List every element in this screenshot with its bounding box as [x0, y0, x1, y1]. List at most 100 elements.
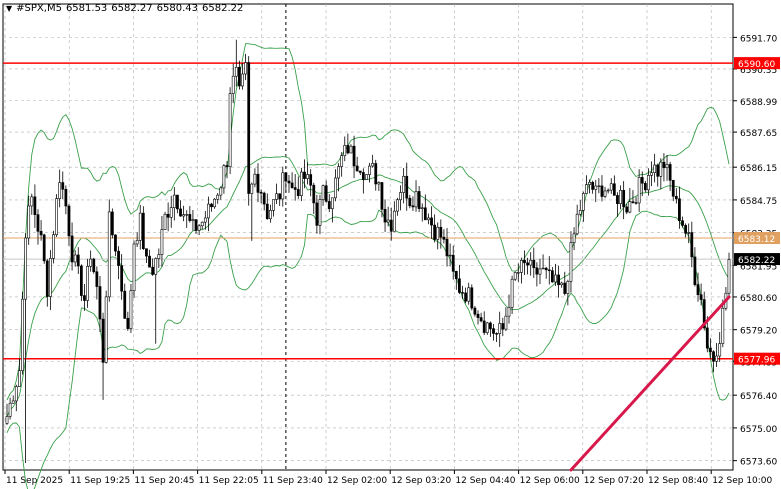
- candle-body: [61, 182, 65, 190]
- candle-body: [371, 163, 375, 167]
- candle-body: [557, 274, 560, 286]
- candle-body: [671, 179, 675, 197]
- candle-body: [36, 214, 40, 232]
- candle-body: [126, 317, 130, 329]
- price-tag-label: 6577.96: [738, 356, 775, 366]
- candle-body: [374, 163, 378, 185]
- x-tick-label: 12 Sep 06:00: [520, 476, 580, 486]
- y-tick-label: 6588.99: [740, 98, 777, 108]
- candle-body: [520, 260, 523, 273]
- candle-body: [538, 268, 542, 275]
- y-tick-label: 6573.60: [740, 458, 777, 468]
- candle-body: [709, 347, 712, 352]
- candle-body: [377, 182, 381, 185]
- candle-body: [203, 217, 207, 223]
- price-tag-label: 6582.22: [738, 256, 775, 266]
- candle-body: [727, 259, 731, 294]
- candle-body: [197, 225, 201, 231]
- candle-body: [253, 173, 257, 185]
- candles: [5, 39, 731, 463]
- price-tag-red: [734, 352, 780, 365]
- candle-body: [275, 193, 278, 200]
- candle-body: [21, 298, 24, 371]
- candle-body: [532, 259, 536, 269]
- collapse-triangle-icon[interactable]: ▼: [6, 4, 13, 13]
- candle-body: [643, 182, 647, 191]
- candle-body: [343, 145, 347, 156]
- candle-body: [721, 307, 725, 344]
- candle-body: [169, 207, 173, 218]
- candle-body: [290, 182, 294, 188]
- candle-body: [451, 254, 455, 272]
- candle-body: [523, 260, 526, 264]
- candle-body: [442, 236, 446, 240]
- candle-body: [55, 198, 58, 236]
- candle-body: [191, 219, 195, 221]
- candle-body: [389, 219, 393, 232]
- candle-body: [228, 93, 232, 168]
- candle-body: [588, 182, 591, 185]
- candle-body: [225, 165, 229, 168]
- candle-body: [507, 306, 511, 317]
- candle-body: [52, 234, 55, 259]
- candle-body: [104, 296, 108, 363]
- candle-body: [619, 190, 622, 204]
- candle-body: [616, 195, 619, 204]
- candle-body: [269, 210, 272, 220]
- candle-body: [482, 320, 486, 333]
- candle-body: [70, 235, 74, 263]
- candle-body: [315, 202, 319, 226]
- candle-body: [42, 234, 46, 262]
- price-tag-label: 6583.12: [738, 235, 775, 245]
- candle-body: [179, 208, 182, 217]
- trendline: [569, 295, 731, 472]
- candle-body: [544, 267, 548, 271]
- x-tick-label: 12 Sep 04:40: [455, 476, 515, 486]
- candle-body: [594, 185, 598, 190]
- candle-body: [92, 258, 96, 273]
- candle-body: [358, 170, 362, 173]
- candle-body: [702, 299, 706, 329]
- candle-body: [423, 207, 427, 221]
- bollinger-middle: [6, 155, 730, 417]
- candle-body: [408, 197, 412, 207]
- candle-body: [86, 266, 89, 301]
- candle-body: [535, 267, 539, 275]
- candle-body: [634, 202, 638, 204]
- candle-body: [321, 185, 325, 200]
- candle-body: [647, 175, 650, 191]
- candle-body: [207, 203, 210, 219]
- candle-body: [123, 290, 127, 319]
- candle-body: [176, 194, 179, 210]
- candle-body: [529, 259, 533, 266]
- candle-body: [659, 161, 663, 177]
- candle-body: [293, 187, 297, 190]
- candle-body: [386, 219, 390, 223]
- price-tag-current: [734, 253, 780, 266]
- header-close: 6582.22: [202, 3, 244, 14]
- candle-body: [250, 183, 254, 194]
- candle-body: [67, 205, 71, 237]
- candle-body: [182, 214, 186, 217]
- candle-body: [231, 75, 235, 94]
- candle-body: [554, 274, 557, 283]
- candle-body: [430, 217, 433, 226]
- bollinger-upper: [6, 43, 730, 401]
- candle-body: [513, 272, 517, 280]
- candle-body: [58, 182, 62, 199]
- candle-body: [73, 254, 77, 263]
- x-tick-label: 12 Sep 02:00: [327, 476, 387, 486]
- candle-body: [194, 219, 198, 231]
- y-tick-label: 6587.65: [740, 129, 777, 139]
- candle-body: [417, 191, 421, 209]
- candle-body: [64, 188, 68, 207]
- candle-body: [185, 214, 189, 216]
- candle-body: [640, 177, 644, 184]
- y-tick-label: 6579.20: [740, 327, 777, 337]
- candle-body: [340, 155, 344, 167]
- candle-body: [402, 175, 406, 193]
- candle-body: [392, 210, 396, 232]
- y-tick-label: 6581.95: [740, 262, 777, 272]
